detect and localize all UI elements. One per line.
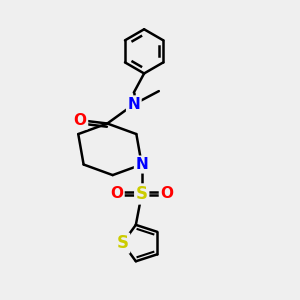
Text: S: S [117,234,129,252]
Text: N: N [135,157,148,172]
Text: N: N [128,97,140,112]
Text: O: O [160,187,173,202]
Text: O: O [110,187,123,202]
Text: S: S [136,185,148,203]
Text: O: O [74,113,87,128]
